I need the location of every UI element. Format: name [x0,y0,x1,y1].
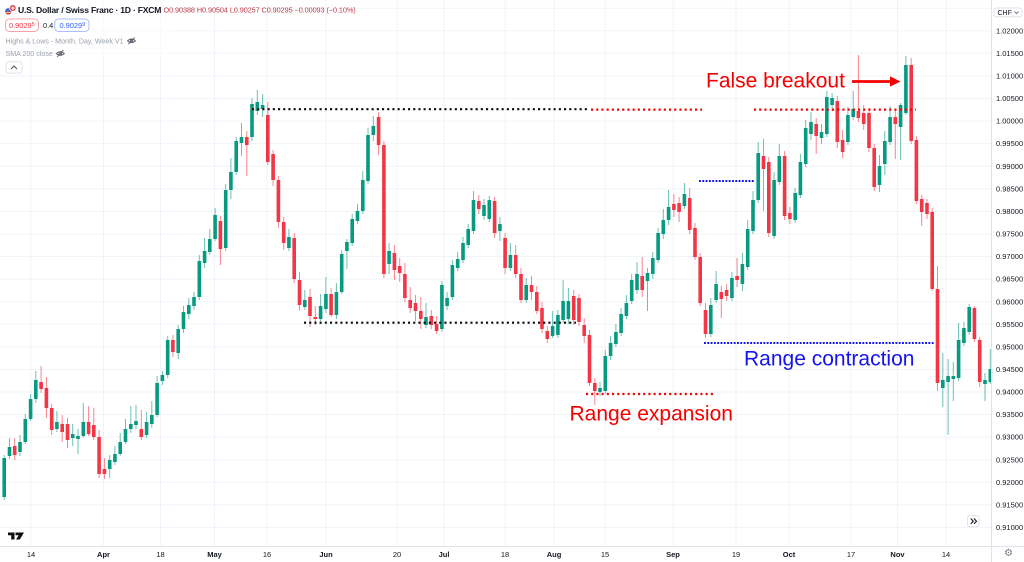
svg-text:18: 18 [501,550,509,559]
svg-text:14: 14 [27,550,35,559]
svg-text:1.00500: 1.00500 [996,94,1023,103]
svg-text:Highs & Lows - Month, Day, Wee: Highs & Lows - Month, Day, Week V1 [6,37,124,45]
svg-text:0.95500: 0.95500 [996,320,1023,329]
svg-text:False breakout: False breakout [706,70,845,93]
svg-text:0.99500: 0.99500 [996,139,1023,148]
svg-text:0.94500: 0.94500 [996,365,1023,374]
svg-text:⚙: ⚙ [1004,548,1013,559]
svg-text:Nov: Nov [890,550,905,559]
svg-text:1.01000: 1.01000 [996,72,1023,81]
svg-text:0.91500: 0.91500 [996,500,1023,509]
svg-text:Apr: Apr [97,550,110,559]
svg-text:18: 18 [156,550,164,559]
svg-text:19: 19 [732,550,740,559]
svg-text:0.96500: 0.96500 [996,275,1023,284]
svg-text:Jun: Jun [319,550,333,559]
svg-text:20: 20 [393,550,401,559]
svg-text:1.00000: 1.00000 [996,117,1023,126]
svg-text:15: 15 [601,550,609,559]
svg-text:CHF: CHF [998,10,1012,17]
svg-text:0.97000: 0.97000 [996,252,1023,261]
svg-text:May: May [207,550,222,559]
svg-text:0.91000: 0.91000 [996,523,1023,532]
svg-text:Sep: Sep [666,550,680,559]
svg-text:0.95000: 0.95000 [996,342,1023,351]
svg-text:0.99000: 0.99000 [996,162,1023,171]
svg-text:14: 14 [942,550,950,559]
svg-text:0.94000: 0.94000 [996,388,1023,397]
svg-text:0.97500: 0.97500 [996,230,1023,239]
svg-text:0.90299: 0.90299 [60,21,86,30]
svg-text:SMA 200 close: SMA 200 close [6,50,53,58]
svg-text:Oct: Oct [783,550,796,559]
svg-text:Jul: Jul [439,550,450,559]
svg-text:16: 16 [263,550,271,559]
svg-text:1.01500: 1.01500 [996,49,1023,58]
svg-text:17: 17 [847,550,855,559]
svg-text:0.93500: 0.93500 [996,410,1023,419]
svg-text:Range contraction: Range contraction [744,348,914,371]
svg-text:0.96000: 0.96000 [996,297,1023,306]
svg-text:Aug: Aug [547,550,562,559]
svg-text:0.92000: 0.92000 [996,478,1023,487]
svg-text:0.90295: 0.90295 [9,21,35,30]
svg-text:Range expansion: Range expansion [570,402,733,425]
svg-text:1.02000: 1.02000 [996,26,1023,35]
svg-text:0.98000: 0.98000 [996,207,1023,216]
svg-text:0.4: 0.4 [43,21,53,30]
svg-text:0.93000: 0.93000 [996,433,1023,442]
svg-text:0.98500: 0.98500 [996,184,1023,193]
svg-text:O0.90388 H0.90504 L0.90257 C0.: O0.90388 H0.90504 L0.90257 C0.90295 −0.0… [164,6,356,15]
svg-text:U.S. Dollar / Swiss Franc · 1D: U.S. Dollar / Swiss Franc · 1D · FXCM [18,5,161,15]
svg-text:0.92500: 0.92500 [996,455,1023,464]
